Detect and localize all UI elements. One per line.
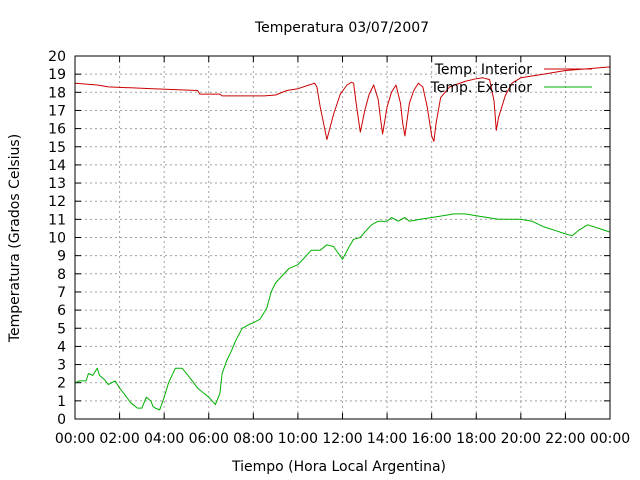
y-tick-label: 15 — [48, 140, 66, 156]
x-tick-label: 20:00 — [501, 431, 541, 447]
series-line-interior — [74, 66, 611, 142]
x-tick-labels: 00:00 02:00 04:00 06:00 08:00 10:00 12:00 14:00… — [55, 431, 630, 447]
y-tick-label: 12 — [48, 194, 66, 210]
legend-label: Temp. Exterior — [430, 80, 533, 96]
grid-lines — [75, 56, 610, 419]
x-tick-label: 04:00 — [144, 431, 184, 447]
y-tick-label: 14 — [48, 158, 66, 174]
y-tick-label: 1 — [57, 394, 66, 410]
y-tick-label: 2 — [57, 376, 66, 392]
plot-frame — [74, 55, 611, 420]
y-tick-label: 17 — [48, 103, 66, 119]
y-tick-label: 6 — [57, 303, 66, 319]
x-tick-label: 12:00 — [322, 431, 362, 447]
chart-title: Temperatura 03/07/2007 — [254, 20, 429, 36]
series-line-exterior — [74, 213, 611, 411]
legend: Temp. Interior Temp. Exterior — [430, 62, 592, 96]
x-tick-label: 00:00 — [590, 431, 630, 447]
y-tick-label: 16 — [48, 122, 66, 138]
x-tick-label: 18:00 — [456, 431, 496, 447]
x-tick-label: 06:00 — [189, 431, 229, 447]
y-tick-label: 3 — [57, 358, 66, 374]
x-tick-label: 02:00 — [99, 431, 139, 447]
y-tick-label: 9 — [57, 249, 66, 265]
x-tick-label: 00:00 — [55, 431, 95, 447]
y-tick-label: 5 — [57, 321, 66, 337]
y-tick-label: 19 — [48, 67, 66, 83]
x-axis-label: Tiempo (Hora Local Argentina) — [231, 459, 446, 475]
y-tick-label: 13 — [48, 176, 66, 192]
y-tick-label: 18 — [48, 85, 66, 101]
legend-label: Temp. Interior — [434, 62, 533, 78]
y-tick-label: 11 — [48, 212, 66, 228]
x-tick-label: 08:00 — [233, 431, 273, 447]
y-tick-label: 20 — [48, 49, 66, 65]
x-tick-label: 16:00 — [411, 431, 451, 447]
y-tick-label: 8 — [57, 267, 66, 283]
y-axis-label: Temperatura (Grados Celsius) — [7, 134, 23, 343]
y-tick-label: 10 — [48, 231, 66, 247]
x-tick-label: 14:00 — [367, 431, 407, 447]
y-tick-label: 0 — [57, 412, 66, 428]
y-tick-label: 7 — [57, 285, 66, 301]
x-tick-label: 22:00 — [545, 431, 585, 447]
y-tick-label: 4 — [57, 339, 66, 355]
series-lines — [74, 66, 611, 411]
x-tick-label: 10:00 — [278, 431, 318, 447]
